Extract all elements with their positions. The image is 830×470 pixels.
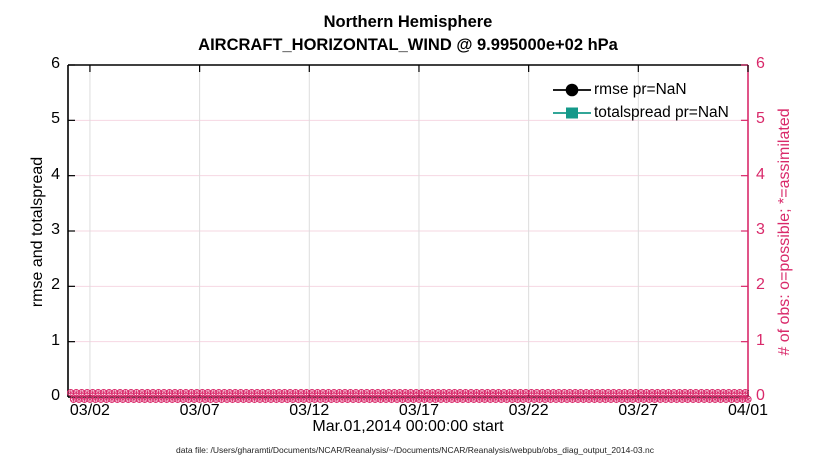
y-tick-label-right: 4 xyxy=(756,165,765,183)
legend: rmse pr=NaN totalspread pr=NaN xyxy=(552,78,729,124)
y-tick-label-left: 4 xyxy=(51,165,60,183)
chart-title: Northern Hemisphere xyxy=(323,13,493,31)
legend-label-totalspread: totalspread pr=NaN xyxy=(594,103,729,121)
chart-title-block: Northern Hemisphere AIRCRAFT_HORIZONTAL_… xyxy=(0,11,816,57)
y-tick-label-left: 0 xyxy=(51,387,60,404)
x-axis-label: Mar.01,2014 00:00:00 start xyxy=(312,418,504,435)
legend-entry-rmse: rmse pr=NaN xyxy=(552,78,729,101)
y-tick-label-right: 3 xyxy=(756,221,765,238)
legend-label-rmse: rmse pr=NaN xyxy=(594,80,687,98)
y-tick-label-left: 2 xyxy=(51,276,60,294)
totalspread-line-square-icon xyxy=(553,107,591,118)
x-tick-label: 03/22 xyxy=(508,402,549,419)
x-tick-label: 03/27 xyxy=(618,402,659,419)
y-tick-label-right: 1 xyxy=(756,331,765,349)
y-tick-label-right: 2 xyxy=(756,276,765,294)
y-tick-label-right: 6 xyxy=(756,55,765,72)
x-tick-label: 04/01 xyxy=(727,402,769,419)
y-tick-label-left: 1 xyxy=(51,331,60,349)
x-tick-label: 03/07 xyxy=(179,402,220,419)
x-tick-label: 03/02 xyxy=(69,402,110,419)
y-tick-label-right: 0 xyxy=(756,387,765,404)
legend-entry-totalspread: totalspread pr=NaN xyxy=(552,101,729,124)
data-file-note: data file: /Users/gharamti/Documents/NCA… xyxy=(176,445,654,455)
y-tick-label-left: 5 xyxy=(51,110,60,128)
y-tick-label-right: 5 xyxy=(756,110,765,128)
rmse-line-circle-icon xyxy=(553,83,591,96)
x-tick-label: 03/12 xyxy=(289,402,330,419)
x-tick-label: 03/17 xyxy=(398,402,439,419)
chart-subtitle: AIRCRAFT_HORIZONTAL_WIND @ 9.995000e+02 … xyxy=(198,36,618,54)
y-tick-label-left: 6 xyxy=(51,55,60,72)
y-tick-label-left: 3 xyxy=(51,221,60,238)
